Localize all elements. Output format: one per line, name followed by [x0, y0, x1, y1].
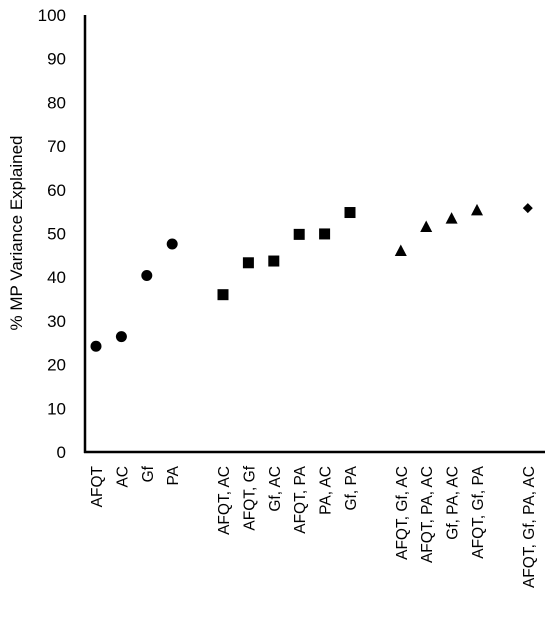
- y-tick-label: 20: [47, 356, 66, 375]
- y-tick-label: 100: [38, 6, 66, 25]
- y-tick-label: 10: [47, 399, 66, 418]
- x-category-label: Gf: [140, 465, 157, 482]
- x-category-label: AFQT, Gf: [241, 465, 258, 530]
- circle-data-point: [141, 269, 153, 281]
- circle-data-point: [115, 331, 127, 343]
- x-category-label: PA: [165, 465, 182, 485]
- x-category-label: AFQT, Gf, PA, AC: [521, 466, 538, 588]
- x-category-label: Gf, PA: [343, 465, 360, 510]
- y-axis-title-group: % MP Variance Explained: [7, 136, 26, 331]
- y-tick-label: 50: [47, 225, 66, 244]
- y-tick-labels: 0 10 20 30 40 50 60 70 80 90 100: [38, 6, 66, 462]
- x-category-label: AFQT, Gf, AC: [394, 466, 411, 560]
- data-points: [90, 203, 533, 352]
- triangle-data-point: [445, 212, 458, 224]
- y-tick-label: 90: [47, 50, 66, 69]
- triangle-data-point: [471, 203, 483, 216]
- x-category-label: AFQT, PA, AC: [419, 466, 436, 563]
- diamond-data-point: [522, 203, 533, 214]
- y-tick-label: 60: [47, 181, 66, 200]
- square-data-point: [344, 207, 356, 219]
- y-tick-label: 0: [57, 443, 66, 462]
- square-data-point: [268, 255, 280, 267]
- triangle-data-point: [394, 244, 407, 256]
- square-data-point: [293, 228, 305, 240]
- y-tick-label: 70: [47, 137, 66, 156]
- x-category-labels: AFQT AC Gf PA AFQT, AC AFQT, Gf Gf, AC AFQT, PA…: [89, 465, 538, 588]
- x-category-label: AFQT, AC: [216, 466, 233, 535]
- triangle-data-point: [420, 220, 433, 232]
- square-data-point: [319, 228, 331, 240]
- y-tick-label: 30: [47, 312, 66, 331]
- axes: [83, 15, 545, 454]
- x-category-label: AFQT, Gf, PA: [470, 465, 487, 558]
- circle-data-point: [90, 340, 102, 352]
- x-category-label: AFQT: [89, 465, 106, 507]
- x-category-label: AFQT, PA: [292, 465, 309, 533]
- x-category-label: Gf, AC: [267, 466, 284, 512]
- x-category-label: AC: [114, 466, 131, 488]
- square-data-point: [217, 289, 229, 301]
- y-tick-label: 80: [47, 93, 66, 112]
- x-category-label: Gf, PA, AC: [445, 466, 462, 540]
- x-category-label: PA, AC: [318, 466, 335, 515]
- square-data-point: [242, 257, 254, 269]
- y-axis-title: % MP Variance Explained: [7, 136, 26, 331]
- circle-data-point: [166, 238, 178, 250]
- y-tick-label: 40: [47, 268, 66, 287]
